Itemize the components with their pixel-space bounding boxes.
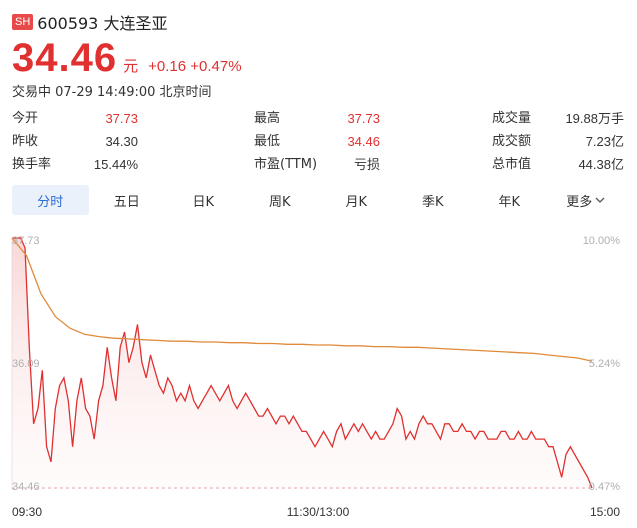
- volume-label: 成交量: [492, 111, 532, 126]
- intraday-chart-svg: 37.73 36.09 34.46 10.00% 5.24% 0.47% 09:30 11:3…: [11, 235, 621, 519]
- turnover-label: 换手率: [12, 157, 52, 172]
- y-left-tick-label: 36.09: [12, 358, 40, 370]
- low-value: 34.46: [347, 134, 380, 149]
- pe-label: 市盈(TTM): [254, 157, 318, 172]
- tab-weekly-k[interactable]: 周K: [268, 194, 291, 210]
- chevron-down-icon: [595, 197, 605, 203]
- stats-grid: 今开 37.73 最高 37.73 成交量 19.88万手 昨收 34.30 最…: [12, 108, 624, 175]
- y-left-tick-label: 34.46: [12, 481, 40, 493]
- tab-more[interactable]: 更多: [548, 185, 625, 215]
- y-left-tick-label: 37.73: [12, 235, 40, 247]
- mktcap-label: 总市值: [492, 157, 532, 172]
- high-label: 最高: [254, 111, 281, 126]
- chart-tabs: 分时 五日 日K 周K 月K 季K 年K 更多: [12, 185, 624, 215]
- open-value: 37.73: [105, 111, 138, 126]
- prev-close-value: 34.30: [105, 134, 138, 149]
- y-right-tick-label: 5.24%: [589, 358, 620, 370]
- more-label: 更多: [566, 194, 593, 210]
- quote-header: SH 600593 大连圣亚 34.46 元 +0.16 +0.47% 交易中 …: [12, 10, 625, 100]
- price-line: [12, 237, 593, 489]
- tab-daily-k[interactable]: 日K: [192, 194, 215, 210]
- price-change: +0.16 +0.47%: [148, 58, 242, 75]
- high-value: 37.73: [347, 111, 380, 126]
- tab-5day[interactable]: 五日: [113, 194, 140, 210]
- tab-intraday[interactable]: 分时: [12, 185, 89, 215]
- y-right-tick-label: 10.00%: [583, 235, 621, 247]
- tab-yearly-k[interactable]: 年K: [498, 194, 521, 210]
- tab-monthly-k[interactable]: 月K: [345, 194, 368, 210]
- y-right-tick-label: 0.47%: [589, 481, 620, 493]
- tab-quarterly-k[interactable]: 季K: [421, 194, 444, 210]
- x-tick-label: 11:30/13:00: [287, 505, 350, 519]
- open-label: 今开: [12, 111, 39, 126]
- low-label: 最低: [254, 134, 281, 149]
- exchange-badge: SH: [12, 14, 34, 30]
- x-tick-label: 15:00: [590, 505, 620, 519]
- price-unit: 元: [123, 57, 139, 75]
- x-tick-label: 09:30: [12, 505, 42, 519]
- stock-title: 600593 大连圣亚: [37, 14, 168, 33]
- average-price-line: [11, 237, 593, 362]
- prev-close-label: 昨收: [12, 134, 39, 149]
- amount-value: 7.23亿: [585, 134, 624, 149]
- pe-value: 亏损: [353, 157, 380, 172]
- mktcap-value: 44.38亿: [578, 157, 624, 172]
- intraday-chart: 37.73 36.09 34.46 10.00% 5.24% 0.47% 09:30 11:3…: [0, 228, 637, 528]
- trade-status: 交易中 07-29 14:49:00 北京时间: [12, 85, 212, 100]
- turnover-value: 15.44%: [93, 157, 138, 172]
- price-area-fill: [12, 238, 592, 488]
- last-price: 34.46: [12, 36, 118, 80]
- amount-label: 成交额: [492, 134, 532, 149]
- volume-value: 19.88万手: [565, 111, 624, 126]
